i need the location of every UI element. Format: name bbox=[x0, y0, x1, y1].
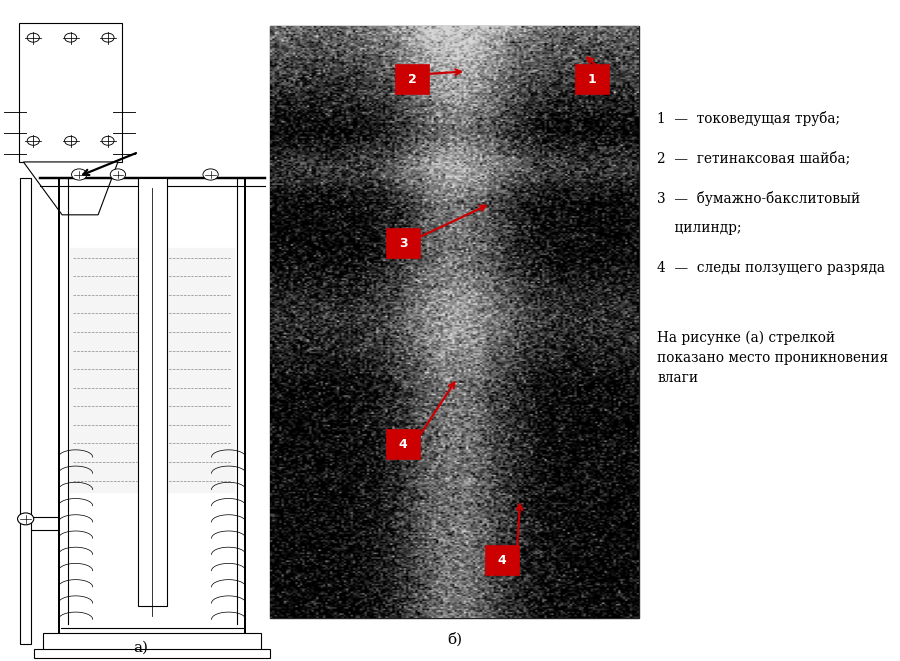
Bar bbox=[43, 633, 261, 650]
Bar bbox=[138, 178, 166, 606]
Circle shape bbox=[203, 169, 219, 180]
Text: 4  —  следы ползущего разряда: 4 — следы ползущего разряда bbox=[657, 260, 885, 275]
FancyBboxPatch shape bbox=[396, 65, 429, 94]
Circle shape bbox=[65, 33, 76, 42]
Circle shape bbox=[17, 513, 34, 525]
Text: 3: 3 bbox=[399, 237, 408, 250]
Bar bbox=[19, 23, 122, 162]
Polygon shape bbox=[23, 162, 118, 215]
Text: 3  —  бумажно-бакслитовый: 3 — бумажно-бакслитовый bbox=[657, 191, 860, 206]
Circle shape bbox=[71, 169, 86, 180]
Bar bbox=[20, 178, 32, 644]
Circle shape bbox=[102, 136, 114, 145]
Circle shape bbox=[27, 136, 40, 145]
Text: цилиндр;: цилиндр; bbox=[657, 221, 742, 235]
FancyBboxPatch shape bbox=[387, 430, 419, 459]
Circle shape bbox=[65, 136, 76, 145]
Circle shape bbox=[102, 33, 114, 42]
Text: 2  —  гетинаксовая шайба;: 2 — гетинаксовая шайба; bbox=[657, 151, 850, 166]
Text: 4: 4 bbox=[399, 438, 408, 451]
FancyBboxPatch shape bbox=[16, 20, 248, 635]
FancyBboxPatch shape bbox=[576, 65, 609, 94]
Text: б): б) bbox=[447, 633, 462, 647]
Text: На рисунке (а) стрелкой
показано место проникновения
влаги: На рисунке (а) стрелкой показано место п… bbox=[657, 330, 888, 385]
Text: 2: 2 bbox=[408, 73, 417, 86]
Circle shape bbox=[27, 33, 40, 42]
Circle shape bbox=[110, 169, 126, 180]
Bar bbox=[270, 26, 639, 618]
Text: а): а) bbox=[133, 641, 148, 654]
FancyBboxPatch shape bbox=[486, 546, 519, 575]
Text: 1: 1 bbox=[588, 73, 597, 86]
Text: 1  —  токоведущая труба;: 1 — токоведущая труба; bbox=[657, 112, 840, 126]
Text: 4: 4 bbox=[498, 554, 507, 567]
Bar bbox=[34, 649, 270, 658]
FancyBboxPatch shape bbox=[387, 229, 419, 258]
